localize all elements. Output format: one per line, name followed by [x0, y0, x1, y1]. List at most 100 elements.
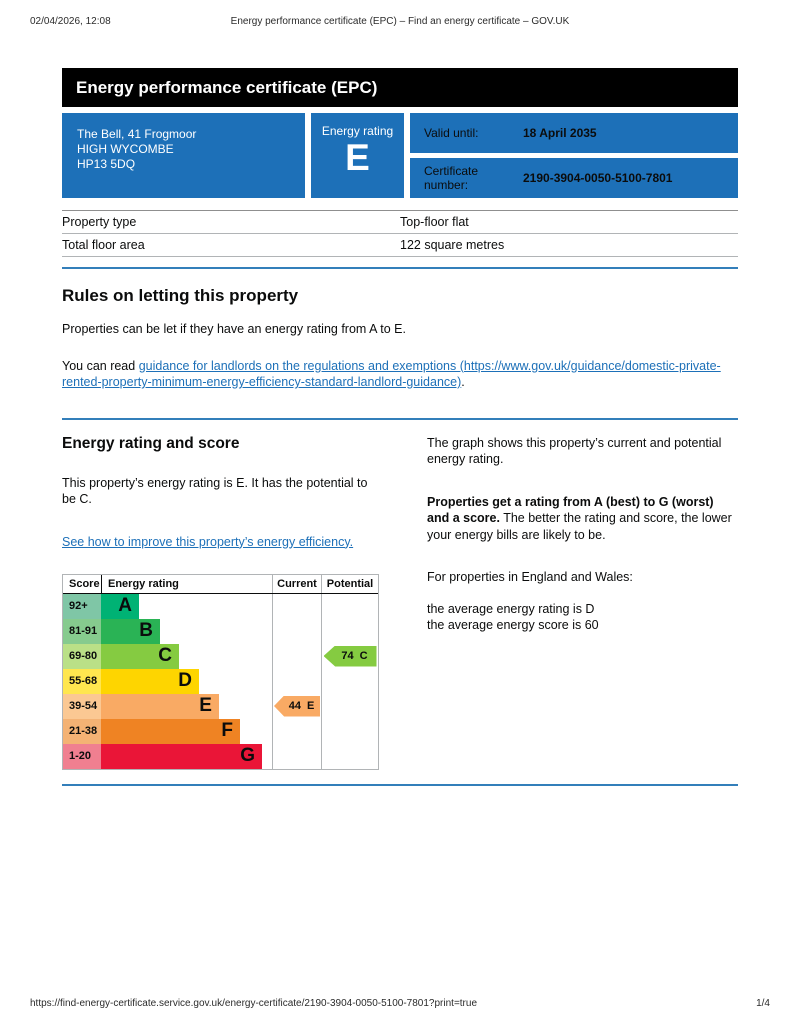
certificate-number-value: 2190-3904-0050-5100-7801 — [523, 171, 673, 185]
rating-band-row-d: 55-68 D — [63, 668, 378, 694]
rating-para: This property’s energy rating is E. It h… — [62, 475, 368, 507]
potential-rating-marker: 74 C — [323, 645, 377, 667]
band-letter: G — [240, 745, 256, 766]
band-letter: C — [158, 645, 172, 666]
energy-rating-box: Energy rating E — [311, 113, 404, 198]
section-divider — [62, 267, 738, 269]
rating-left-column: Energy rating and score This property’s … — [62, 434, 379, 770]
property-type-label: Property type — [62, 215, 137, 229]
band-bar: D — [101, 668, 199, 694]
address-line-2: HIGH WYCOMBE — [77, 142, 174, 156]
print-page-title: Energy performance certificate (EPC) – F… — [230, 16, 570, 27]
potential-column-cell: 74 C — [321, 643, 378, 669]
rules-para2-prefix: You can read — [62, 358, 139, 373]
improve-efficiency-link[interactable]: See how to improve this property’s energ… — [62, 534, 354, 549]
band-bar-cell: F — [101, 718, 272, 744]
band-score-cell: 92+ — [63, 593, 101, 619]
rating-explanation: Properties get a rating from A (best) to… — [427, 494, 738, 544]
energy-rating-label: Energy rating — [321, 124, 394, 138]
potential-column-cell — [321, 618, 378, 644]
band-bar: E — [101, 693, 219, 719]
rating-band-row-a: 92+ A — [63, 593, 378, 619]
potential-score: 74 — [341, 650, 354, 662]
band-letter: E — [199, 695, 212, 716]
rating-band-row-g: 1-20 G — [63, 743, 378, 769]
rating-section: Energy rating and score This property’s … — [62, 435, 738, 770]
potential-letter: C — [359, 650, 368, 662]
rating-band-row-f: 21-38 F — [63, 718, 378, 744]
band-score-cell: 1-20 — [63, 743, 101, 769]
rating-band-row-b: 81-91 B — [63, 618, 378, 644]
certificate-number-row: Certificate number: 2190-3904-0050-5100-… — [410, 158, 738, 198]
current-letter: E — [306, 700, 315, 712]
rules-para2: You can read guidance for landlords on t… — [62, 358, 738, 391]
band-bar-cell: D — [101, 668, 272, 694]
rating-band-row-e: 39-54 E 44 E — [63, 693, 378, 719]
band-letter: A — [118, 595, 132, 616]
band-bar-cell: B — [101, 618, 272, 644]
rating-explanation-bold: Properties get a rating from A (best) to… — [427, 494, 714, 526]
band-bar: F — [101, 718, 241, 744]
band-bar: A — [101, 593, 139, 619]
section-divider — [62, 783, 738, 786]
print-datetime: 02/04/2026, 12:08 — [30, 16, 111, 27]
certificate-number-label: Certificate number: — [424, 164, 479, 192]
epc-rating-chart: Score Energy rating Current Potential 92… — [62, 573, 379, 770]
rules-para1: Properties can be let if they have an en… — [62, 322, 406, 336]
floor-area-label: Total floor area — [62, 238, 145, 252]
band-bar-cell: C — [101, 643, 272, 669]
current-column-cell — [272, 743, 321, 769]
chart-header-row: Score Energy rating Current Potential — [63, 574, 378, 594]
current-column-cell — [272, 618, 321, 644]
band-score-cell: 81-91 — [63, 618, 101, 644]
rating-band-row-c: 69-80 C 74 C — [63, 643, 378, 669]
rating-heading: Energy rating and score — [62, 434, 240, 452]
band-letter: F — [221, 720, 234, 741]
potential-column-cell — [321, 668, 378, 694]
property-type-value: Top-floor flat — [400, 215, 469, 229]
current-column-cell: 44 E — [272, 693, 321, 719]
england-wales-label: For properties in England and Wales: — [427, 570, 633, 584]
current-column-cell — [272, 593, 321, 619]
band-bar: G — [101, 743, 263, 769]
current-score: 44 — [288, 700, 301, 712]
current-column-cell — [272, 643, 321, 669]
band-letter: D — [178, 670, 192, 691]
address-line-1: The Bell, 41 Frogmoor — [77, 127, 197, 141]
current-rating-marker: 44 E — [274, 695, 320, 717]
band-score-cell: 55-68 — [63, 668, 101, 694]
rating-explanation-rest: The better the rating and score, the low… — [427, 511, 732, 542]
floor-area-value: 122 square metres — [400, 238, 505, 252]
band-bar-cell: G — [101, 743, 272, 769]
potential-column-cell — [321, 593, 378, 619]
current-column-header: Current — [272, 574, 321, 593]
band-score-cell: 39-54 — [63, 693, 101, 719]
score-column-header: Score — [69, 577, 100, 590]
potential-column-cell — [321, 693, 378, 719]
average-score-line: the average energy score is 60 — [427, 618, 599, 632]
rules-para2-suffix: . — [461, 375, 465, 389]
band-bar-cell: E — [101, 693, 272, 719]
landlord-guidance-link[interactable]: guidance for landlords on the regulation… — [62, 358, 721, 390]
rating-right-column: The graph shows this property’s current … — [427, 435, 738, 770]
potential-column-header: Potential — [321, 574, 378, 593]
certificate-content: Energy performance certificate (EPC) The… — [62, 68, 738, 786]
band-bar: C — [101, 643, 179, 669]
potential-column-cell — [321, 718, 378, 744]
table-row: Total floor area 122 square metres — [62, 234, 738, 257]
summary-boxes: The Bell, 41 Frogmoor HIGH WYCOMBE HP13 … — [62, 113, 738, 198]
rules-heading: Rules on letting this property — [62, 286, 299, 305]
valid-until-label: Valid until: — [424, 126, 479, 140]
band-score-cell: 21-38 — [63, 718, 101, 744]
energy-rating-value: E — [345, 137, 370, 178]
print-url: https://find-energy-certificate.service.… — [30, 998, 478, 1009]
current-column-cell — [272, 668, 321, 694]
browser-print-header: 02/04/2026, 12:08 Energy performance cer… — [30, 16, 770, 27]
table-row: Property type Top-floor flat — [62, 211, 738, 234]
property-summary-table: Property type Top-floor flat Total floor… — [62, 210, 738, 257]
valid-until-value: 18 April 2035 — [523, 126, 597, 140]
average-rating-line: the average energy rating is D — [427, 601, 595, 616]
print-page-number: 1/4 — [756, 998, 770, 1009]
validity-box: Valid until: 18 April 2035 Certificate n… — [410, 113, 738, 198]
